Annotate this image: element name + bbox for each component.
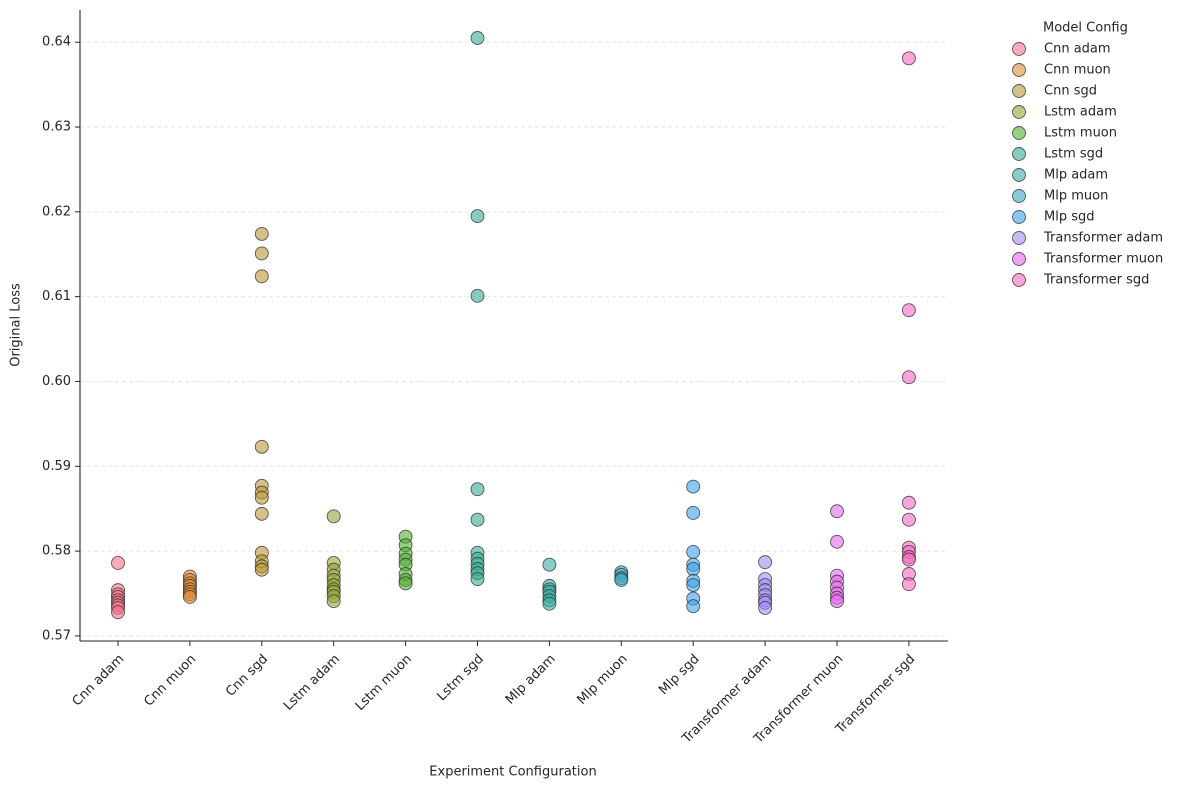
legend-marker bbox=[1012, 105, 1026, 119]
point bbox=[326, 509, 341, 524]
point bbox=[254, 226, 269, 241]
legend-label: Transformer sgd bbox=[1043, 273, 1149, 288]
point bbox=[254, 506, 269, 521]
legend-marker bbox=[1012, 210, 1026, 224]
y-tick-label: 0.64 bbox=[42, 35, 71, 50]
point bbox=[686, 505, 701, 520]
y-tick-label: 0.62 bbox=[42, 204, 71, 219]
point bbox=[686, 479, 701, 494]
point bbox=[901, 552, 916, 567]
point bbox=[398, 576, 413, 591]
point bbox=[901, 303, 916, 318]
x-tick-label: Cnn sgd bbox=[223, 652, 271, 700]
point bbox=[254, 490, 269, 505]
legend-marker bbox=[1012, 42, 1026, 56]
legend-marker bbox=[1012, 273, 1026, 287]
legend-label: Cnn muon bbox=[1044, 63, 1111, 78]
legend-label: Lstm muon bbox=[1044, 126, 1117, 141]
legend-marker bbox=[1012, 63, 1026, 77]
y-tick-label: 0.59 bbox=[42, 459, 71, 474]
point bbox=[470, 209, 485, 224]
point bbox=[901, 495, 916, 510]
point bbox=[470, 31, 485, 45]
point bbox=[901, 512, 916, 527]
point bbox=[542, 596, 557, 611]
legend-marker bbox=[1012, 126, 1026, 140]
point bbox=[686, 561, 701, 576]
point bbox=[758, 555, 773, 570]
legend-marker bbox=[1012, 189, 1026, 203]
legend-marker bbox=[1012, 84, 1026, 98]
point bbox=[901, 577, 916, 592]
legend-marker bbox=[1012, 231, 1026, 245]
point bbox=[254, 562, 269, 577]
x-tick-label: Mlp adam bbox=[503, 652, 559, 708]
point bbox=[542, 557, 557, 572]
point bbox=[830, 504, 844, 519]
point bbox=[470, 482, 485, 497]
legend-marker bbox=[1012, 147, 1026, 161]
x-tick-label: Lstm sgd bbox=[434, 652, 486, 704]
point bbox=[111, 605, 125, 620]
point bbox=[254, 439, 269, 454]
y-tick-label: 0.57 bbox=[42, 628, 71, 643]
x-tick-label: Mlp muon bbox=[575, 652, 631, 708]
point bbox=[901, 51, 916, 66]
legend-title: Model Config bbox=[1043, 21, 1128, 36]
legend-label: Lstm sgd bbox=[1044, 147, 1103, 162]
legend-label: Mlp sgd bbox=[1044, 210, 1095, 225]
y-tick-label: 0.58 bbox=[42, 544, 71, 559]
point bbox=[901, 370, 916, 385]
x-tick-label: Mlp sgd bbox=[656, 652, 702, 698]
legend-label: Cnn sgd bbox=[1044, 84, 1097, 99]
y-tick-label: 0.60 bbox=[42, 374, 71, 389]
point bbox=[470, 288, 485, 303]
point bbox=[254, 269, 269, 284]
point bbox=[830, 594, 844, 609]
y-tick-label: 0.63 bbox=[42, 120, 71, 135]
legend-marker bbox=[1012, 252, 1026, 266]
x-tick-label: Transformer sgd bbox=[832, 652, 918, 738]
point bbox=[686, 599, 701, 614]
x-tick-label: Lstm muon bbox=[353, 652, 415, 714]
legend-label: Transformer adam bbox=[1043, 231, 1163, 246]
point bbox=[470, 572, 485, 587]
legend-label: Cnn adam bbox=[1044, 42, 1111, 57]
point bbox=[254, 246, 269, 261]
x-axis-label: Experiment Configuration bbox=[429, 765, 596, 780]
x-tick-label: Cnn muon bbox=[141, 652, 199, 710]
point bbox=[182, 589, 197, 604]
point bbox=[758, 600, 773, 615]
point bbox=[111, 556, 125, 570]
legend-label: Lstm adam bbox=[1044, 105, 1117, 120]
legend-label: Mlp muon bbox=[1044, 189, 1108, 204]
point bbox=[686, 578, 701, 592]
x-tick-label: Lstm adam bbox=[281, 652, 343, 714]
point bbox=[830, 534, 844, 549]
point bbox=[686, 544, 701, 559]
legend-label: Mlp adam bbox=[1044, 168, 1108, 183]
legend-label: Transformer muon bbox=[1043, 252, 1163, 267]
y-tick-label: 0.61 bbox=[42, 289, 71, 304]
x-tick-label: Cnn adam bbox=[70, 652, 128, 710]
point bbox=[470, 512, 485, 527]
y-axis-label: Original Loss bbox=[9, 283, 24, 367]
legend-marker bbox=[1012, 168, 1026, 182]
point bbox=[326, 594, 341, 609]
point bbox=[614, 572, 629, 587]
